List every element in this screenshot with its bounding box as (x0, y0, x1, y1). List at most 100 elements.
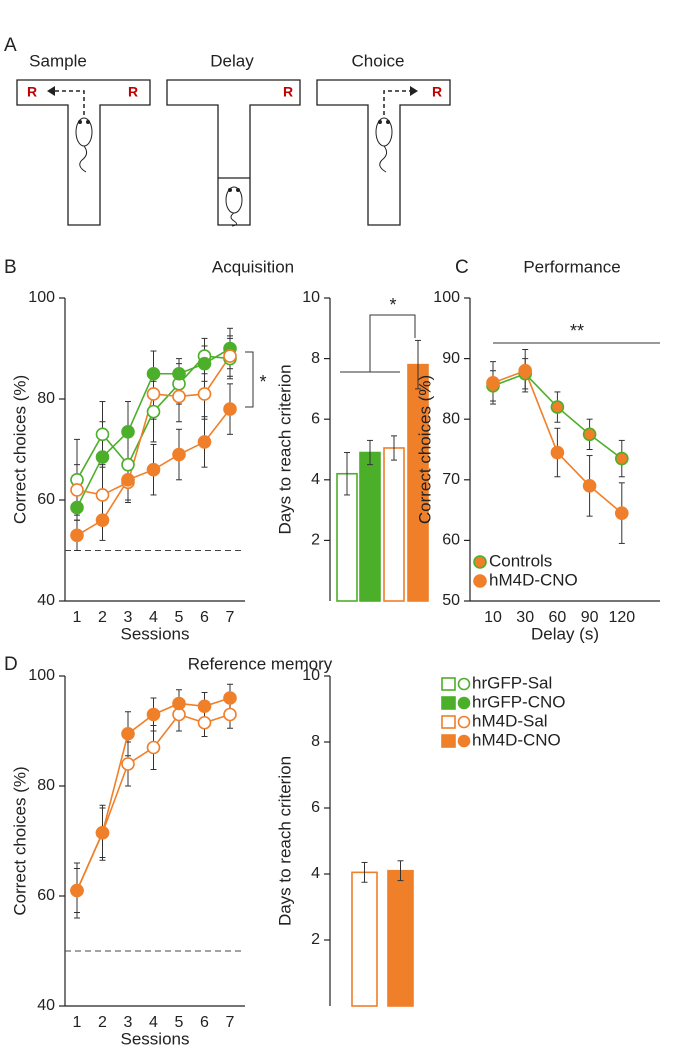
data-point (223, 402, 237, 416)
legend-marker (473, 555, 487, 569)
data-point (146, 366, 161, 381)
y-tick-label: 8 (311, 350, 320, 367)
data-point (95, 450, 110, 464)
y-tick-label: 60 (37, 491, 55, 508)
legend-swatch (441, 734, 456, 748)
x-tick-label: 5 (175, 1014, 184, 1031)
y-tick-label: 100 (28, 667, 55, 684)
reward-label: R (27, 84, 37, 100)
maze (16, 79, 151, 226)
legend-label: hM4D-Sal (472, 711, 548, 730)
x-tick-label: 3 (124, 1014, 133, 1031)
y-tick-label: 70 (442, 471, 460, 488)
data-point (121, 457, 135, 472)
y-tick-label: 80 (37, 390, 55, 407)
y-tick-label: 40 (37, 592, 55, 609)
data-point (146, 462, 161, 477)
y-tick-label: 2 (311, 931, 320, 948)
data-point (95, 427, 110, 442)
x-axis-label: Delay (s) (531, 624, 599, 643)
y-tick-label: 100 (28, 289, 55, 306)
reward-label: R (283, 84, 293, 100)
data-point (121, 425, 135, 439)
x-tick-label: 10 (484, 609, 502, 626)
x-tick-label: 4 (149, 609, 158, 626)
data-point (95, 488, 110, 502)
data-point (172, 366, 186, 381)
panel-label: D (4, 654, 18, 675)
legend-marker (457, 715, 471, 729)
data-point (146, 404, 161, 419)
data-point (70, 483, 84, 497)
data-point (121, 757, 135, 771)
y-tick-label: 80 (37, 777, 55, 794)
y-axis-label: Correct choices (%) (10, 375, 29, 524)
legend-label: hM4D-CNO (472, 730, 561, 749)
stage-label: Sample (29, 51, 87, 70)
bar (383, 447, 405, 602)
y-tick-label: 8 (311, 733, 320, 750)
data-point (582, 479, 597, 493)
x-tick-label: 7 (226, 609, 235, 626)
reward-label: R (128, 84, 138, 100)
data-point (197, 699, 212, 714)
stage-label: Delay (210, 51, 254, 70)
legend-marker (457, 696, 471, 710)
panel-label: C (455, 257, 469, 278)
y-tick-label: 100 (433, 289, 460, 306)
legend-marker (457, 677, 471, 691)
significance-label: * (389, 295, 396, 315)
data-point (197, 387, 212, 401)
path-arrow (55, 90, 85, 115)
arrow-head (410, 86, 418, 96)
bar (387, 869, 414, 1007)
x-tick-label: 1 (73, 1014, 82, 1031)
path-arrow (383, 90, 410, 115)
significance-bracket (245, 351, 254, 408)
data-point (223, 349, 237, 363)
data-point (95, 825, 110, 840)
data-point (197, 356, 212, 371)
y-axis-label: Days to reach criterion (275, 756, 294, 926)
y-tick-label: 6 (311, 799, 320, 816)
data-point (70, 883, 84, 898)
x-tick-label: 7 (226, 1014, 235, 1031)
data-point (146, 387, 161, 401)
x-tick-label: 60 (549, 609, 567, 626)
y-tick-label: 80 (442, 410, 460, 427)
reward-label: R (432, 84, 442, 100)
stage-label: Choice (352, 51, 405, 70)
data-point (121, 726, 135, 741)
panel-label: B (4, 257, 17, 278)
x-tick-label: 3 (124, 609, 133, 626)
y-tick-label: 4 (311, 471, 320, 488)
legend-label: Controls (489, 551, 552, 570)
data-point (146, 740, 161, 755)
y-tick-label: 90 (442, 350, 460, 367)
x-axis-label: Sessions (121, 624, 190, 643)
data-point (146, 707, 161, 722)
data-point (550, 400, 565, 414)
x-tick-label: 2 (98, 609, 107, 626)
legend-label: hrGFP-Sal (472, 673, 552, 692)
x-tick-label: 90 (581, 609, 599, 626)
data-point (518, 363, 533, 378)
x-axis-label: Sessions (121, 1029, 190, 1048)
data-point (197, 435, 212, 449)
mouse (75, 117, 393, 227)
x-tick-label: 120 (608, 609, 635, 626)
y-axis-label: Correct choices (%) (10, 766, 29, 915)
data-point (614, 506, 629, 520)
significance-label: * (259, 372, 266, 392)
data-point (172, 447, 186, 462)
x-tick-label: 30 (516, 609, 534, 626)
maze (166, 79, 301, 226)
significance-bracket (369, 314, 416, 372)
legend-label: hM4D-CNO (489, 570, 578, 589)
x-tick-label: 6 (200, 1014, 209, 1031)
data-point (614, 451, 629, 466)
bar (359, 451, 381, 602)
data-point (121, 472, 135, 487)
x-tick-label: 6 (200, 609, 209, 626)
